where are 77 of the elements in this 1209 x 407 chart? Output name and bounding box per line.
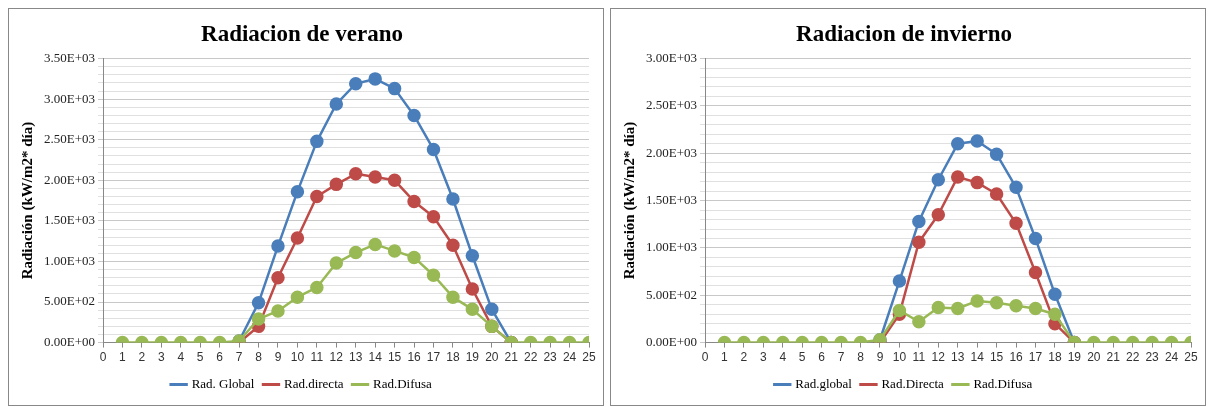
x-tick-label: 9: [876, 350, 884, 365]
y-tick-label: 3.00E+03: [645, 50, 698, 66]
x-tick-label: 25: [1184, 350, 1198, 365]
y-tick-label: 3.50E+03: [43, 50, 96, 66]
x-tick-label: 25: [582, 350, 596, 365]
y-tick-label: 2.50E+03: [43, 131, 96, 147]
x-tick-label: 6: [818, 350, 826, 365]
x-tick-label: 8: [857, 350, 865, 365]
legend-label: Rad.Directa: [881, 375, 945, 391]
x-tick-label: 9: [274, 350, 282, 365]
y-tick-label: 2.00E+03: [43, 171, 96, 187]
x-tick-label: 17: [1028, 350, 1043, 365]
y-tick-label: 3.00E+03: [43, 90, 96, 106]
x-tick-label: 0: [701, 350, 709, 365]
x-tick-label: 10: [892, 350, 907, 365]
x-tick-label: 15: [387, 350, 402, 365]
chart-title: Radiacion de invierno: [796, 20, 1012, 46]
x-tick-label: 19: [465, 350, 480, 365]
x-tick-label: 3: [760, 350, 767, 365]
x-tick-label: 14: [970, 350, 985, 365]
x-tick-label: 21: [1106, 350, 1121, 365]
x-tick-label: 7: [837, 350, 845, 365]
x-tick-label: 24: [562, 350, 577, 365]
x-tick-label: 19: [1067, 350, 1082, 365]
x-tick-label: 23: [1145, 350, 1160, 365]
x-tick-label: 14: [368, 350, 383, 365]
x-tick-label: 22: [524, 350, 538, 365]
x-tick-label: 5: [196, 350, 204, 365]
y-tick-label: 0.00E+00: [43, 334, 96, 350]
x-tick-label: 4: [177, 350, 185, 365]
x-tick-label: 13: [349, 350, 363, 365]
x-tick-label: 7: [235, 350, 243, 365]
x-tick-label: 23: [543, 350, 558, 365]
x-tick-label: 8: [255, 350, 263, 365]
x-tick-label: 20: [485, 350, 499, 365]
legend-label: Rad.global: [795, 375, 853, 391]
y-tick-label: 2.50E+03: [645, 97, 698, 113]
x-tick-label: 3: [158, 350, 165, 365]
x-tick-label: 21: [504, 350, 519, 365]
x-tick-label: 12: [931, 350, 946, 365]
x-tick-label: 24: [1164, 350, 1179, 365]
y-tick-label: 2.00E+03: [645, 144, 698, 160]
legend-label: Rad.Difusa: [973, 375, 1033, 391]
y-tick-label: 1.00E+03: [43, 252, 96, 268]
x-tick-label: 2: [740, 350, 748, 365]
x-tick-label: 16: [407, 350, 422, 365]
y-axis-title: Radiación (kW/m2* día): [620, 121, 638, 280]
y-axis-title: Radiación (kW/m2* día): [18, 121, 36, 280]
y-tick-label: 0.00E+00: [645, 334, 698, 350]
legend-label: Rad.directa: [283, 375, 344, 391]
legend-label: Rad. Global: [191, 375, 255, 391]
x-tick-label: 12: [329, 350, 344, 365]
x-tick-label: 18: [1048, 350, 1062, 365]
x-tick-label: 0: [99, 350, 107, 365]
x-tick-label: 17: [426, 350, 441, 365]
x-tick-label: 15: [989, 350, 1004, 365]
x-tick-label: 4: [779, 350, 787, 365]
x-tick-label: 2: [138, 350, 146, 365]
x-tick-label: 1: [119, 350, 127, 365]
x-tick-label: 22: [1126, 350, 1140, 365]
x-tick-label: 1: [721, 350, 729, 365]
x-tick-label: 11: [310, 350, 324, 365]
x-tick-label: 16: [1009, 350, 1024, 365]
x-tick-label: 13: [951, 350, 965, 365]
x-tick-label: 18: [446, 350, 460, 365]
y-tick-label: 1.00E+03: [645, 239, 698, 255]
y-tick-label: 1.50E+03: [645, 192, 698, 208]
chart-title: Radiacion de verano: [201, 20, 403, 46]
x-tick-label: 5: [798, 350, 806, 365]
x-tick-label: 20: [1087, 350, 1101, 365]
y-tick-label: 5.00E+02: [645, 286, 698, 302]
x-tick-label: 11: [912, 350, 926, 365]
x-tick-label: 10: [290, 350, 305, 365]
x-tick-label: 6: [216, 350, 224, 365]
y-tick-label: 1.50E+03: [43, 212, 96, 228]
y-tick-label: 5.00E+02: [43, 293, 96, 309]
legend-label: Rad.Difusa: [373, 375, 433, 391]
